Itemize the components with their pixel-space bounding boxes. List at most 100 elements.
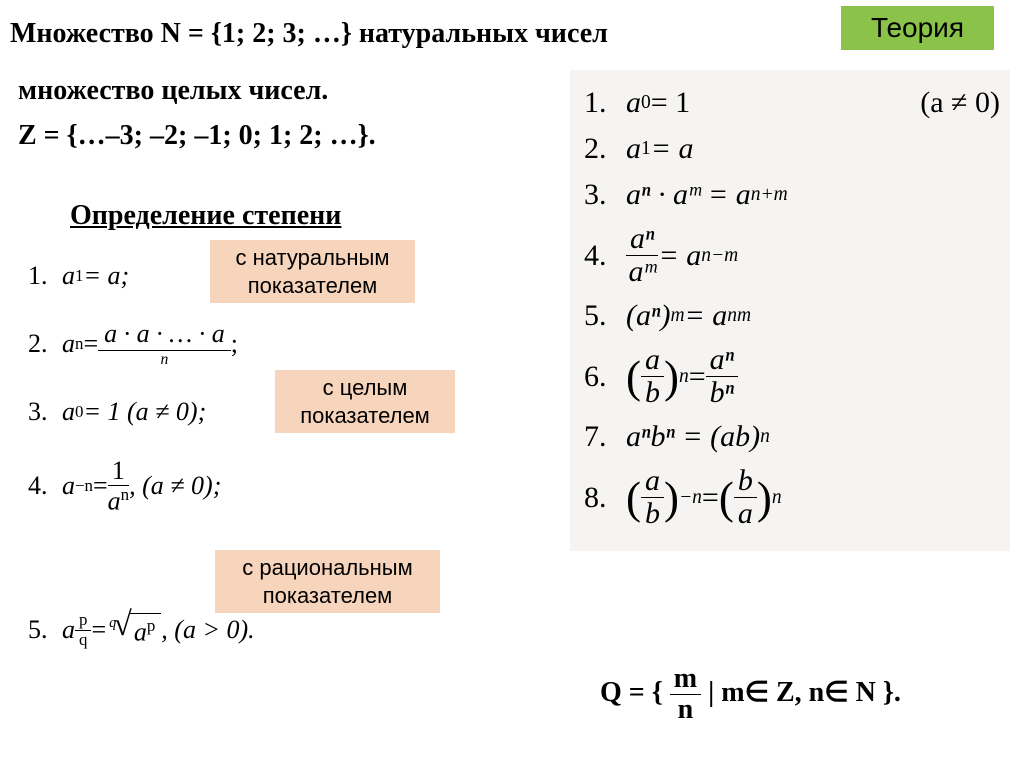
var-a: a <box>62 261 75 291</box>
fraction: 1 an <box>108 458 129 515</box>
def-row-2: 2. a n = a · a · … · a n ; <box>28 313 255 375</box>
left-definitions: 1. a1 = a; 2. an = a · a · … · a n ; 3. … <box>28 245 255 667</box>
prop-row-2: 2. a1 = a <box>584 132 1000 166</box>
rad-a: a <box>134 617 147 646</box>
b: b <box>645 376 660 409</box>
tag-line: с натуральным <box>236 245 390 270</box>
bot-a: a <box>108 486 121 515</box>
header-z-set: Z = {…–3; –2; –1; 0; 1; 2; …}. <box>18 120 376 152</box>
row-num: 4. <box>584 239 626 273</box>
exp-bot: q <box>79 631 87 649</box>
prop-row-4: 4. aⁿ aᵐ = an−m <box>584 224 1000 287</box>
lparen2: ( <box>719 480 734 516</box>
def-row-1: 1. a1 = a; <box>28 245 255 307</box>
bot-exp: n <box>121 485 129 504</box>
frac-top: aⁿ <box>626 224 658 256</box>
prop-row-8: 8. ( a b )−n = ( b a )n <box>584 466 1000 529</box>
rexp: n−m <box>701 245 738 266</box>
rexp: n <box>772 487 782 508</box>
row-num: 2. <box>584 132 626 166</box>
tag-line: показателем <box>263 583 393 608</box>
b: aᵐ <box>628 255 656 288</box>
end: ; <box>231 329 238 359</box>
end: , (a > 0). <box>161 615 254 645</box>
frac-bot: aᵐ <box>628 256 656 287</box>
tag-line: показателем <box>248 273 378 298</box>
exp: −n <box>75 476 93 496</box>
exp-top: p <box>75 612 91 631</box>
fraction-r: b a <box>734 466 757 529</box>
fraction: aⁿ aᵐ <box>626 224 658 287</box>
root-index: q <box>109 615 116 632</box>
b: b <box>645 497 660 530</box>
exp: 1 <box>75 266 83 286</box>
frac-top: 1 <box>108 458 129 486</box>
prop-row-5: 5. (aⁿ)m = anm <box>584 299 1000 333</box>
def-row-5: 5. a p q = q √ ap , (a > 0). <box>28 599 255 661</box>
var-a: a <box>62 471 75 501</box>
t: a <box>645 464 660 497</box>
header-z-label: множество целых чисел. <box>18 75 328 107</box>
row-num: 5. <box>28 615 62 645</box>
rexp: n+m <box>751 184 788 205</box>
eq: = <box>93 471 108 501</box>
row-num: 2. <box>28 329 62 359</box>
definition-title: Определение степени <box>70 200 341 232</box>
t: aⁿ <box>710 343 734 376</box>
row-num: 3. <box>584 178 626 212</box>
theory-badge: Теория <box>841 6 994 50</box>
root: q √ ap <box>106 613 161 648</box>
prop-row-1: 1. a0 = 1 (a ≠ 0) <box>584 86 1000 120</box>
eq: = a <box>685 299 728 333</box>
end: , (a ≠ 0); <box>129 471 221 501</box>
radicand: ap <box>130 613 161 648</box>
prop-row-3: 3. aⁿ · aᵐ = an+m <box>584 178 1000 212</box>
eq: = <box>91 615 106 645</box>
underbrace-label: n <box>161 351 169 369</box>
expr-text: a · a · … · a <box>104 319 225 348</box>
rad-exp: p <box>147 616 155 635</box>
fraction: a b <box>641 345 664 408</box>
eq: = 1 (a ≠ 0); <box>83 397 206 427</box>
fraction-r: aⁿ bⁿ <box>706 345 738 408</box>
prop-row-6: 6. ( a b )n = aⁿ bⁿ <box>584 345 1000 408</box>
def-row-4: 4. a−n = 1 an , (a ≠ 0); <box>28 449 255 523</box>
eq: = <box>689 360 706 394</box>
var-a: a <box>62 615 75 645</box>
rexp: nm <box>727 305 751 326</box>
lhs: (aⁿ) <box>626 299 670 333</box>
var-a: a <box>62 329 75 359</box>
eq: = a <box>658 239 701 273</box>
q-prefix: Q = { <box>600 677 670 708</box>
t: aⁿ <box>630 222 654 255</box>
var: a <box>626 132 641 166</box>
cond: (a ≠ 0) <box>920 86 1000 120</box>
var: a <box>626 86 641 120</box>
lparen: ( <box>626 480 641 516</box>
b: bⁿ <box>710 376 734 409</box>
row-num: 1. <box>584 86 626 120</box>
row-num: 7. <box>584 420 626 454</box>
row-num: 4. <box>28 471 62 501</box>
q-bot: n <box>678 695 694 724</box>
row-num: 3. <box>28 397 62 427</box>
tag-line: показателем <box>300 403 430 428</box>
var-a: a <box>62 397 75 427</box>
tag-line: с рациональным <box>242 555 412 580</box>
row-num: 5. <box>584 299 626 333</box>
eq: = a <box>651 132 694 166</box>
underbrace: a · a · … · a n <box>98 319 231 369</box>
eq: = <box>83 329 98 359</box>
def-row-3: 3. a0 = 1 (a ≠ 0); <box>28 381 255 443</box>
lhs: aⁿ · aᵐ = a <box>626 178 751 212</box>
fraction: a b <box>641 466 664 529</box>
tag-integer-exponent: с целым показателем <box>275 370 455 433</box>
rparen2: ) <box>757 480 772 516</box>
header-n-set: Множество N = {1; 2; 3; …} натуральных ч… <box>10 18 608 50</box>
q-set-definition: Q = { m n | m∈ Z, n∈ N }. <box>600 665 901 724</box>
frac-bot: an <box>108 486 129 515</box>
t: a <box>645 343 660 376</box>
tag-line: с целым <box>323 375 408 400</box>
exp: −n <box>679 487 702 508</box>
lparen: ( <box>626 359 641 395</box>
